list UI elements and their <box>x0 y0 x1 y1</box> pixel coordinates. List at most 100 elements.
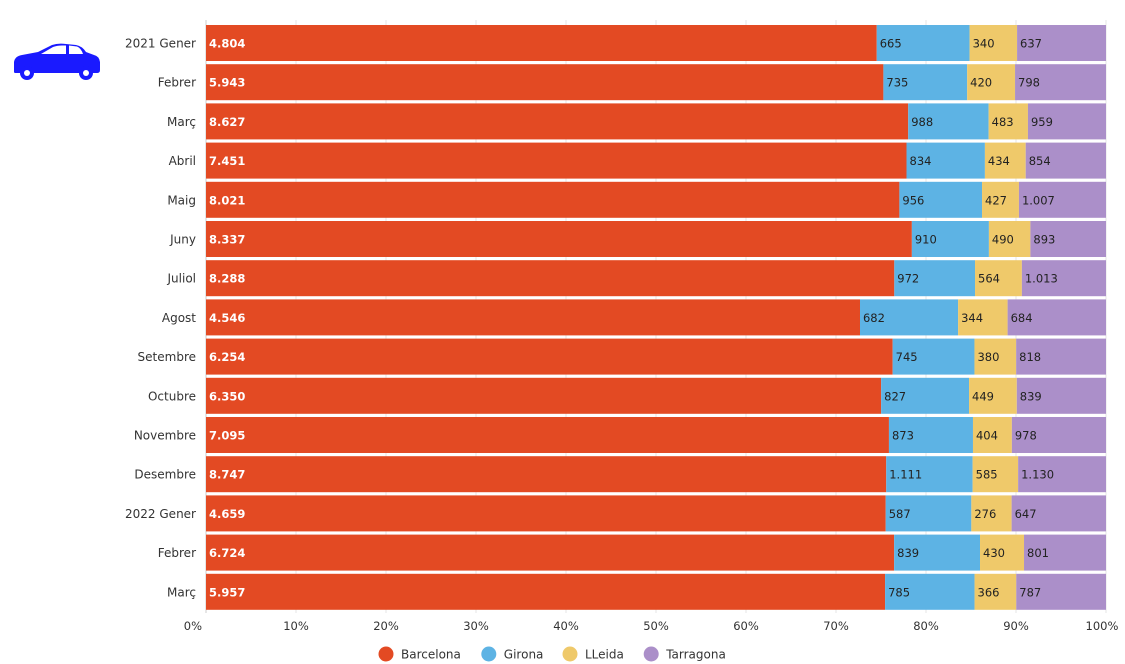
legend-marker <box>643 646 659 662</box>
bar-segment-girona[interactable] <box>908 103 989 140</box>
bar-segment-tarragona[interactable] <box>1025 142 1106 179</box>
bar-segment-barcelona[interactable] <box>206 377 882 414</box>
bar-segment-girona[interactable] <box>886 456 973 493</box>
legend-marker <box>481 646 497 662</box>
data-label: 5.957 <box>209 585 245 599</box>
bar-segment-girona[interactable] <box>888 417 973 453</box>
bar-segment-girona[interactable] <box>885 495 972 532</box>
bar-segment-girona[interactable] <box>876 25 970 61</box>
bar-segment-girona[interactable] <box>899 181 983 218</box>
data-label: 647 <box>1015 507 1037 521</box>
category-label: Juliol <box>167 272 197 286</box>
data-label: 959 <box>1031 115 1053 129</box>
bar-segment-lleida[interactable] <box>971 495 1012 532</box>
bar-segment-lleida[interactable] <box>974 573 1017 610</box>
bar-segment-barcelona[interactable] <box>206 338 893 375</box>
x-tick-label: 50% <box>643 619 669 633</box>
x-tick-label: 60% <box>733 619 759 633</box>
data-label: 988 <box>911 115 933 129</box>
bar-segment-barcelona[interactable] <box>206 221 912 257</box>
bar-segment-tarragona[interactable] <box>1017 25 1106 61</box>
bar-segment-lleida[interactable] <box>984 142 1026 179</box>
bar-segment-girona[interactable] <box>906 142 985 179</box>
bar-segment-barcelona[interactable] <box>206 181 900 218</box>
legend-marker <box>562 646 578 662</box>
bar-segment-barcelona[interactable] <box>206 299 860 336</box>
bar-segment-tarragona[interactable] <box>1016 338 1106 375</box>
bar-segment-lleida[interactable] <box>972 456 1019 493</box>
bar-segment-tarragona[interactable] <box>1016 377 1106 414</box>
data-label: 587 <box>889 507 911 521</box>
data-label: 6.724 <box>209 546 245 560</box>
bar-segment-girona[interactable] <box>885 573 975 610</box>
data-label: 7.451 <box>209 154 245 168</box>
bar-segment-lleida[interactable] <box>969 377 1017 414</box>
legend-item-lleida[interactable]: LLeida <box>562 646 624 662</box>
data-label: 665 <box>880 37 902 51</box>
data-label: 4.659 <box>209 507 245 521</box>
bar-segment-tarragona[interactable] <box>1021 260 1106 297</box>
bar-segment-tarragona[interactable] <box>1015 64 1106 101</box>
x-tick-label: 100% <box>1086 619 1119 633</box>
data-label: 8.021 <box>209 193 245 207</box>
bar-segment-barcelona[interactable] <box>206 534 895 571</box>
bar-segment-lleida[interactable] <box>975 260 1022 297</box>
bar-segment-tarragona[interactable] <box>1018 456 1106 493</box>
data-label: 873 <box>892 429 914 443</box>
bar-segment-barcelona[interactable] <box>206 64 884 101</box>
data-label: 893 <box>1033 233 1055 247</box>
data-label: 420 <box>970 76 992 90</box>
data-label: 366 <box>978 585 1000 599</box>
data-label: 340 <box>973 37 995 51</box>
bar-segment-lleida[interactable] <box>980 534 1025 571</box>
bar-segment-barcelona[interactable] <box>206 573 886 610</box>
data-label: 8.288 <box>209 272 245 286</box>
legend-item-barcelona[interactable]: Barcelona <box>378 646 461 662</box>
bar-segment-lleida[interactable] <box>972 417 1012 453</box>
bar-segment-girona[interactable] <box>892 338 975 375</box>
bar-segment-barcelona[interactable] <box>206 25 877 61</box>
x-tick-label: 20% <box>373 619 399 633</box>
bar-segment-tarragona[interactable] <box>1016 573 1106 610</box>
category-label: Desembre <box>134 468 196 482</box>
bar-segment-lleida[interactable] <box>967 64 1016 101</box>
bar-segment-tarragona[interactable] <box>1018 181 1106 218</box>
bar-segment-tarragona[interactable] <box>1024 534 1106 571</box>
data-label: 380 <box>977 350 999 364</box>
bar-segment-lleida[interactable] <box>982 181 1019 218</box>
category-label: Abril <box>169 154 196 168</box>
bar-segment-lleida[interactable] <box>958 299 1008 336</box>
legend-item-girona[interactable]: Girona <box>481 646 544 662</box>
bar-segment-lleida[interactable] <box>988 221 1031 257</box>
bar-segment-lleida[interactable] <box>988 103 1028 140</box>
legend-item-tarragona[interactable]: Tarragona <box>643 646 726 662</box>
bar-segment-girona[interactable] <box>881 377 970 414</box>
bar-segment-tarragona[interactable] <box>1011 495 1106 532</box>
data-label: 972 <box>897 272 919 286</box>
bar-segment-girona[interactable] <box>911 221 989 257</box>
legend-label: Girona <box>504 647 544 661</box>
bar-segment-tarragona[interactable] <box>1030 221 1106 257</box>
bar-segment-barcelona[interactable] <box>206 260 895 297</box>
bar-segment-girona[interactable] <box>894 260 976 297</box>
bar-segment-barcelona[interactable] <box>206 456 887 493</box>
data-label: 8.337 <box>209 233 245 247</box>
data-label: 490 <box>992 233 1014 247</box>
bar-segment-barcelona[interactable] <box>206 142 907 179</box>
bar-segment-girona[interactable] <box>859 299 959 336</box>
data-label: 839 <box>1020 389 1042 403</box>
data-label: 801 <box>1027 546 1049 560</box>
bar-segment-lleida[interactable] <box>974 338 1017 375</box>
category-label: Novembre <box>134 429 196 443</box>
x-tick-label: 90% <box>1003 619 1029 633</box>
bar-segment-tarragona[interactable] <box>1007 299 1106 336</box>
bar-segment-barcelona[interactable] <box>206 495 886 532</box>
bar-segment-girona[interactable] <box>883 64 968 101</box>
bar-segment-barcelona[interactable] <box>206 103 909 140</box>
bar-segment-tarragona[interactable] <box>1027 103 1106 140</box>
bar-segment-girona[interactable] <box>894 534 981 571</box>
category-label: Maig <box>167 193 196 207</box>
bar-segment-tarragona[interactable] <box>1011 417 1106 453</box>
bar-segment-lleida[interactable] <box>969 25 1018 61</box>
bar-segment-barcelona[interactable] <box>206 417 889 453</box>
